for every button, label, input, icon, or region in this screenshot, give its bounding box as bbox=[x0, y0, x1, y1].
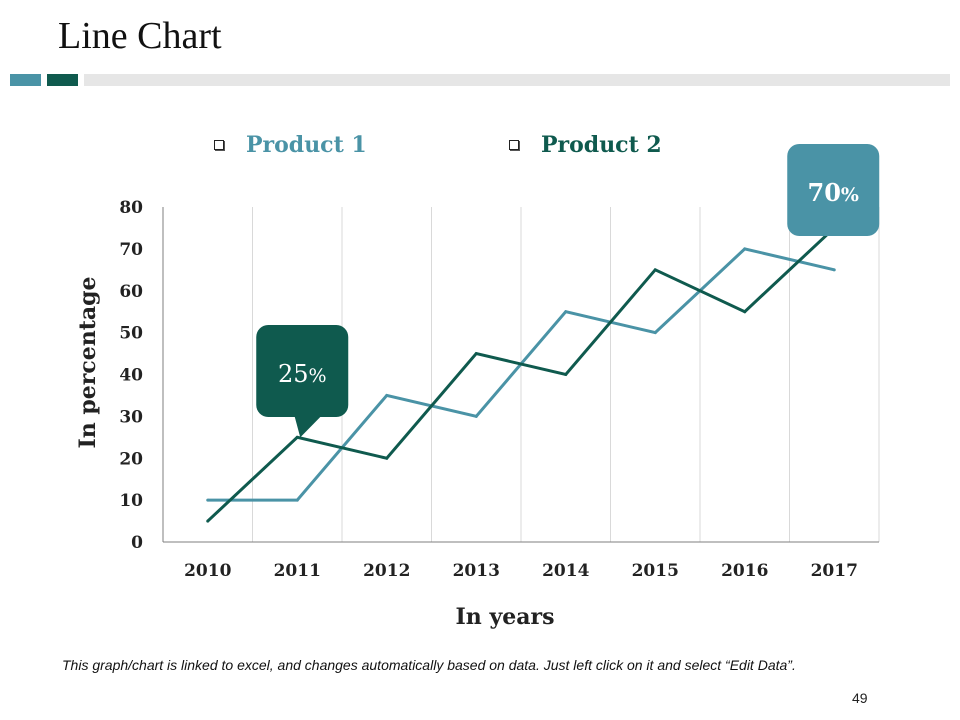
y-axis-title: In percentage bbox=[75, 276, 101, 448]
y-tick-label: 0 bbox=[131, 533, 143, 553]
y-tick-label: 80 bbox=[119, 198, 143, 218]
data-point bbox=[743, 247, 747, 251]
accent-bar-dark bbox=[47, 74, 78, 86]
callout-unit: % bbox=[308, 365, 326, 387]
legend-item-product-2[interactable]: Product 2 bbox=[509, 132, 662, 158]
data-point bbox=[474, 414, 478, 418]
callout-value: 70 bbox=[808, 178, 841, 207]
y-tick-label: 60 bbox=[119, 282, 143, 302]
callout-unit: % bbox=[841, 184, 859, 206]
y-tick-label: 40 bbox=[119, 366, 143, 386]
page-number: 49 bbox=[852, 690, 868, 706]
data-point bbox=[653, 331, 657, 335]
y-tick-label: 20 bbox=[119, 449, 143, 469]
data-point bbox=[295, 498, 299, 502]
x-tick-label: 2011 bbox=[274, 561, 321, 581]
data-point bbox=[653, 268, 657, 272]
y-tick-label: 50 bbox=[119, 324, 143, 344]
callout-box bbox=[256, 325, 349, 417]
checkbox-icon bbox=[509, 140, 519, 150]
data-point bbox=[743, 310, 747, 314]
legend-label-product-2: Product 2 bbox=[541, 132, 662, 158]
data-point bbox=[206, 498, 210, 502]
callout-2017: 70% bbox=[787, 144, 880, 236]
y-tick-label: 30 bbox=[119, 407, 143, 427]
callout-label: 70% bbox=[808, 178, 859, 207]
data-point bbox=[295, 435, 299, 439]
x-tick-label: 2016 bbox=[721, 561, 768, 581]
callout-label: 25% bbox=[278, 360, 327, 388]
x-tick-label: 2010 bbox=[184, 561, 231, 581]
callout-box bbox=[787, 144, 880, 236]
callout-tail bbox=[826, 229, 865, 234]
y-tick-label: 70 bbox=[119, 240, 143, 260]
x-tick-label: 2017 bbox=[811, 561, 858, 581]
footnote: This graph/chart is linked to excel, and… bbox=[62, 657, 796, 673]
data-point bbox=[206, 519, 210, 523]
callout-tail bbox=[294, 415, 323, 438]
data-point bbox=[474, 352, 478, 356]
x-tick-label: 2013 bbox=[453, 561, 500, 581]
y-tick-label: 10 bbox=[119, 491, 143, 511]
callout-value: 25 bbox=[278, 360, 309, 388]
header-rule bbox=[84, 74, 950, 86]
legend-label-product-1: Product 1 bbox=[246, 132, 367, 158]
accent-bar-light bbox=[10, 74, 41, 86]
data-point bbox=[385, 393, 389, 397]
data-point bbox=[564, 310, 568, 314]
x-axis-title: In years bbox=[456, 604, 555, 630]
x-tick-label: 2014 bbox=[542, 561, 589, 581]
x-tick-label: 2012 bbox=[363, 561, 410, 581]
slide-title: Line Chart bbox=[58, 15, 222, 57]
x-tick-label: 2015 bbox=[632, 561, 679, 581]
legend-item-product-1[interactable]: Product 1 bbox=[214, 132, 367, 158]
callout-2011: 25% bbox=[256, 325, 349, 438]
data-point bbox=[832, 268, 836, 272]
data-point bbox=[564, 373, 568, 376]
checkbox-icon bbox=[214, 140, 224, 150]
series-line-product-2 bbox=[206, 226, 836, 523]
data-point bbox=[385, 456, 389, 460]
